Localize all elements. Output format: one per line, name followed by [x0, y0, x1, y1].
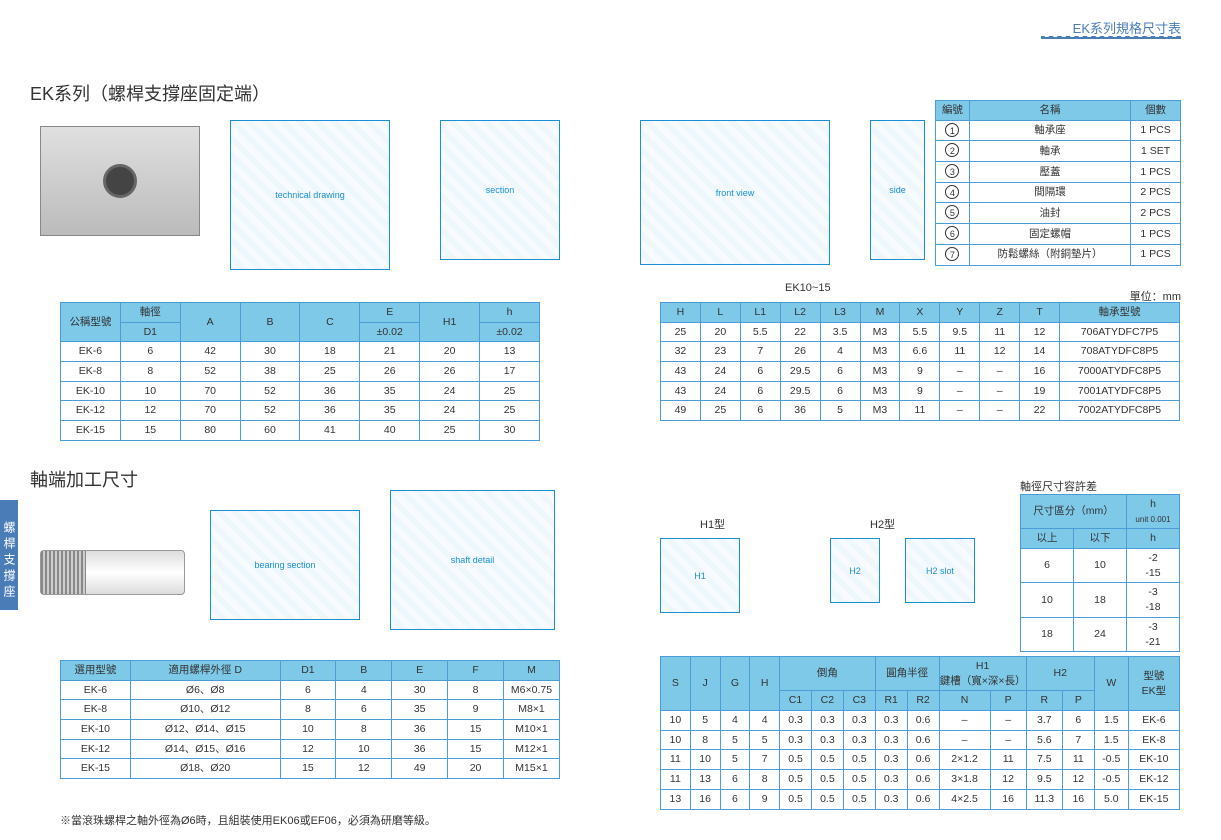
diagram-section-a: section [440, 120, 560, 260]
diagram-shaft-detail: shaft detail [390, 490, 555, 630]
ek-range-label: EK10~15 [785, 282, 831, 294]
section-title-shaft: 軸端加工尺寸 [30, 466, 138, 492]
parts-list-table: 編號 名稱 個數 1軸承座1 PCS2軸承1 SET3壓蓋1 PCS4間隔環2 … [935, 100, 1181, 266]
shaft-table-right: S J G H 倒角 圓角半徑 H1 鍵槽（寬×深×長） H2 W 型號 EK型… [660, 656, 1180, 810]
diagram-h1: H1 [660, 538, 740, 613]
tolerance-title: 軸徑尺寸容許差 [1020, 478, 1097, 494]
shaft-photo [40, 550, 185, 595]
dimension-table-right: HLL1L2L3MXYZT軸承型號 25205.5223.5M35.59.511… [660, 302, 1180, 421]
footnote: ※當滾珠螺桿之軸外徑為Ø6時，且組裝使用EK06或EF06，必須為研磨等級。 [60, 812, 436, 828]
diagram-h2-circle: H2 [830, 538, 880, 603]
col-qty: 個數 [1131, 101, 1181, 121]
page-header-title: EK系列規格尺寸表 [1073, 18, 1181, 37]
diagram-front: technical drawing [230, 120, 390, 270]
diagram-h2-slot: H2 slot [905, 538, 975, 603]
side-tab: 螺桿支撐座 [0, 500, 18, 610]
product-photo [40, 126, 200, 236]
diagram-flange: front view [640, 120, 830, 265]
h1-type-label: H1型 [700, 516, 725, 532]
header-stripe [1041, 36, 1181, 39]
section-title-ek-series: EK系列（螺桿支撐座固定端） [30, 80, 270, 106]
shaft-table-left: 選用型號適用螺桿外徑 DD1BEFM EK-6Ø6、Ø864308M6×0.75… [60, 660, 560, 779]
diagram-bearing-section: bearing section [210, 510, 360, 620]
dimension-table-left: 公稱型號 軸徑 A B C E H1 h D1 ±0.02 ±0.02 EK-6… [60, 302, 540, 441]
h2-type-label: H2型 [870, 516, 895, 532]
diagram-side: side [870, 120, 925, 260]
col-name: 名稱 [969, 101, 1130, 121]
tolerance-table: 尺寸區分（mm） hunit 0.001 以上 以下 h 610-2 -1510… [1020, 494, 1180, 652]
col-num: 編號 [936, 101, 970, 121]
